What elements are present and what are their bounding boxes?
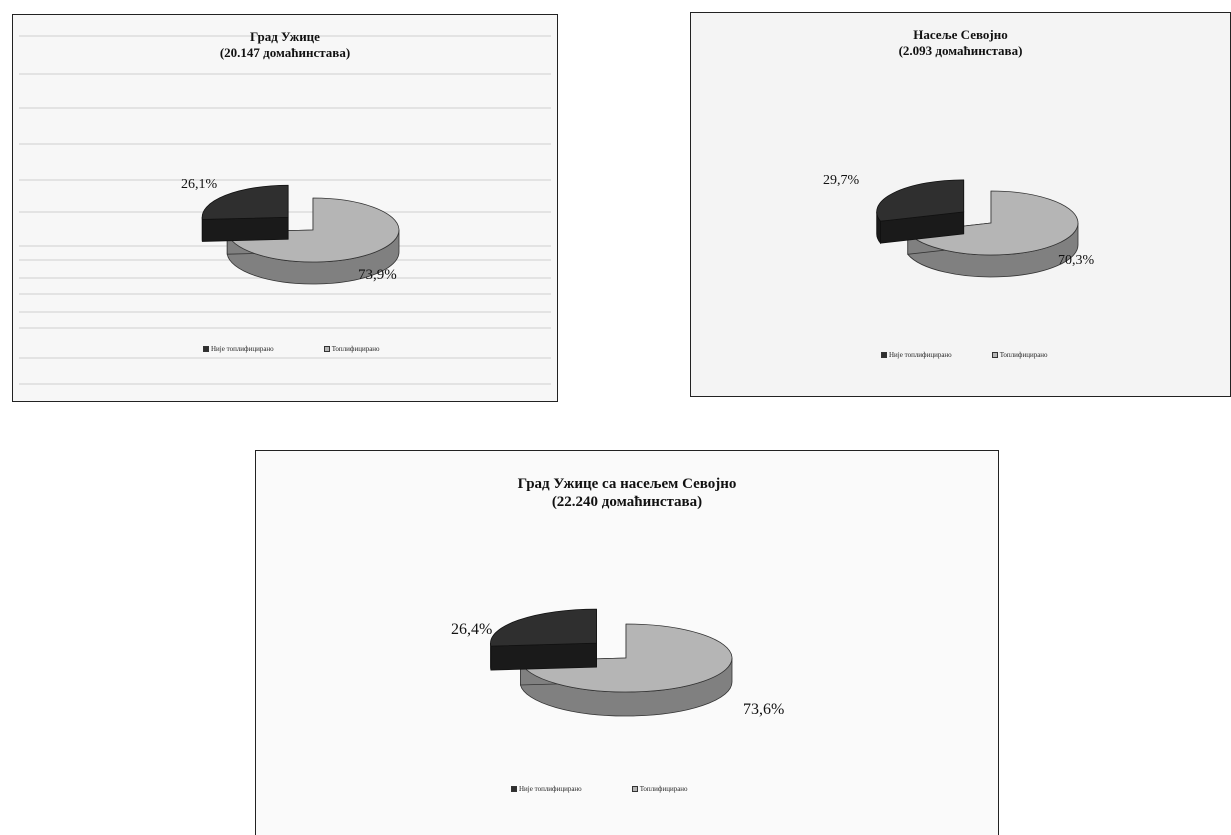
legend-item-not-connected: Није топлифицирано <box>881 351 952 359</box>
legend-item-connected: Топлифицирано <box>631 785 688 793</box>
slice-not-connected <box>490 608 597 647</box>
legend-swatch-light <box>991 352 998 358</box>
legend-label: Није топлифицирано <box>211 345 274 353</box>
chart-title-line-1: Град Ужице <box>250 29 320 44</box>
pie-chart <box>201 184 400 285</box>
legend-label: Топлифицирано <box>999 351 1048 359</box>
legend-swatch-light <box>631 786 638 792</box>
chart-uzice: Град Ужице (20.147 домаћинстава) 26,1% 7… <box>12 14 558 402</box>
chart-title: Град Ужице са насељем Севојно (22.240 до… <box>256 475 998 511</box>
chart-sevojno: Насеље Севојно (2.093 домаћинстава) 29,7… <box>690 12 1231 397</box>
slice-connected <box>519 623 733 693</box>
slice-not-connected <box>201 184 289 220</box>
slice-label-not-connected: 26,4% <box>451 621 493 638</box>
chart-title: Град Ужице (20.147 домаћинстава) <box>13 29 557 60</box>
legend-label: Није топлифицирано <box>889 351 952 359</box>
legend-label: Топлифицирано <box>639 785 688 793</box>
slice-connected <box>906 190 1079 256</box>
slice-label-connected: 73,9% <box>358 267 397 283</box>
slice-wall-not-connected <box>490 642 597 671</box>
legend-item-connected: Топлифицирано <box>991 351 1048 359</box>
legend-item-not-connected: Није топлифицирано <box>511 785 582 793</box>
legend-item-connected: Топлифицирано <box>323 345 380 353</box>
chart-legend: Није топлифицирано Топлифицирано <box>203 345 380 353</box>
slice-label-connected: 70,3% <box>1058 253 1095 268</box>
chart-uzice-sevojno: Град Ужице са насељем Севојно (22.240 до… <box>255 450 999 835</box>
slice-not-connected <box>876 179 965 222</box>
pie-chart <box>490 608 733 717</box>
slice-label-connected: 73,6% <box>743 701 785 718</box>
chart-title-line-1: Насеље Севојно <box>913 27 1008 42</box>
chart-legend: Није топлифицирано Топлифицирано <box>881 351 1048 359</box>
chart-title-line-2: (20.147 домаћинстава) <box>219 44 351 60</box>
chart-title-line-1: Град Ужице са насељем Севојно <box>517 476 737 492</box>
legend-swatch-dark <box>881 352 887 358</box>
chart-title: Насеље Севојно (2.093 домаћинстава) <box>691 27 1230 58</box>
chart-legend: Није топлифицирано Топлифицирано <box>511 785 688 793</box>
legend-swatch-dark <box>203 346 209 352</box>
pie-chart <box>876 179 1079 278</box>
legend-label: Топлифицирано <box>331 345 380 353</box>
legend-label: Није топлифицирано <box>519 785 582 793</box>
slice-wall-not-connected <box>201 216 289 242</box>
slice-label-not-connected: 26,1% <box>181 177 218 192</box>
slice-label-not-connected: 29,7% <box>823 173 860 188</box>
legend-swatch-dark <box>511 786 517 792</box>
legend-item-not-connected: Није топлифицирано <box>203 345 274 353</box>
legend-swatch-light <box>323 346 330 352</box>
chart-title-line-2: (22.240 домаћинстава) <box>551 494 703 510</box>
chart-title-line-2: (2.093 домаћинстава) <box>898 42 1023 58</box>
slice-connected <box>226 197 400 263</box>
